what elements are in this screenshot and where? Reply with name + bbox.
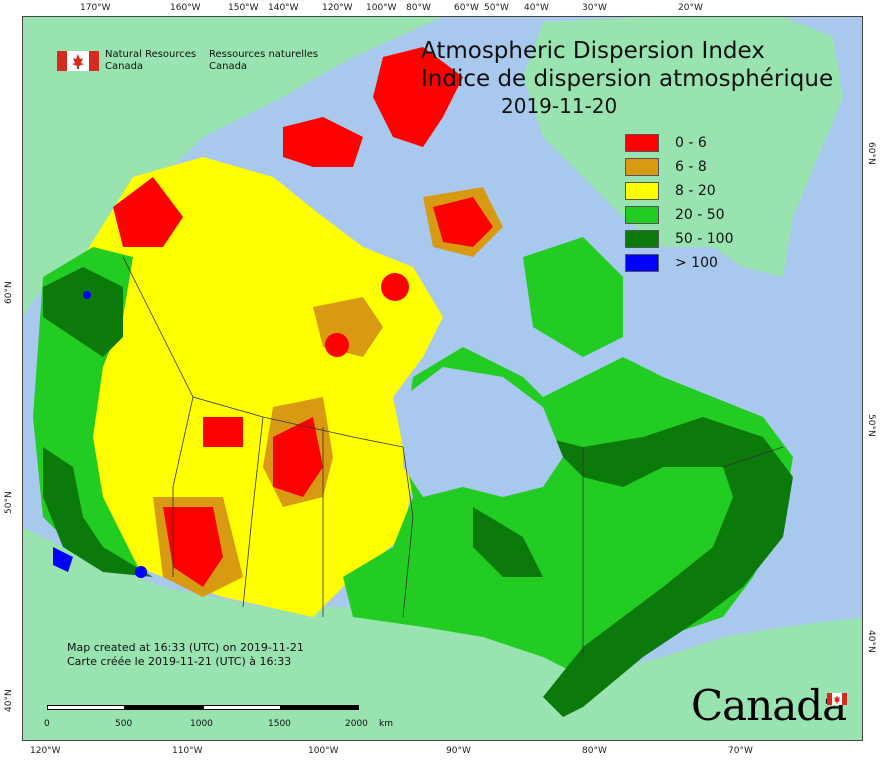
legend-item: 6 - 8 [625,158,765,178]
lon-bottom-120w: 120°W [30,746,61,756]
lon-top-50w: 50°W [484,3,509,13]
lat-left-50n: 50°N [4,491,14,514]
lon-bottom-100w: 100°W [308,746,339,756]
agency-fr-line2: Canada [209,61,248,72]
credits: Map created at 16:33 (UTC) on 2019-11-21… [67,641,304,669]
scale-tick-2000: 2000 [345,719,368,729]
canada-dkgreen-south [473,507,543,577]
legend-label: 0 - 6 [675,135,707,151]
scale-seg-3 [203,705,281,710]
red-yukon [113,177,183,247]
legend-swatch [625,230,659,248]
blue-spot-north [83,291,91,299]
agency-fr-line1: Ressources naturelles [209,49,319,60]
legend-item: 8 - 20 [625,182,765,202]
legend-label: 20 - 50 [675,207,725,223]
legend-label: 50 - 100 [675,231,734,247]
greenland [523,17,843,277]
blue-spot-south [135,566,147,578]
title-fr: Indice de dispersion atmosphérique [421,66,834,92]
scale-bar: 0 500 1000 1500 2000 km [44,705,393,731]
legend-swatch [625,158,659,176]
legend-swatch [625,254,659,272]
red-prairie [273,417,323,497]
blue-coast [53,547,73,572]
red-spot-hudson [381,273,409,301]
hudson-bay [403,367,563,497]
title-en: Atmospheric Dispersion Index [421,38,765,64]
agency-en-line2: Canada [105,61,144,72]
lon-top-40w: 40°W [524,3,549,13]
usa [23,527,862,740]
lat-right-60n: 60°N [866,142,876,165]
map-title: Atmospheric Dispersion Index Indice de d… [421,37,862,119]
lon-top-80w: 80°W [406,3,431,13]
red-ellesmere [373,47,463,147]
lon-bottom-80w: 80°W [582,746,607,756]
lat-left-60n: 60°N [4,281,14,304]
agency-name-en: Natural Resources Canada [105,49,196,73]
provincial-boundaries [122,256,784,657]
lat-right-40n: 40°N [866,630,876,653]
lon-top-120w: 120°W [322,3,353,13]
legend-label: 6 - 8 [675,159,707,175]
legend-item: 0 - 6 [625,134,765,154]
scale-tick-1500: 1500 [268,719,291,729]
red-baffin [433,197,493,247]
baffin-green [523,237,623,357]
agency-en-line1: Natural Resources [105,49,197,60]
credits-en: Map created at 16:33 (UTC) on 2019-11-21 [67,641,304,654]
scale-seg-1 [47,705,125,710]
lon-top-60w: 60°W [454,3,479,13]
lon-bottom-110w: 110°W [172,746,203,756]
lat-right-50n: 50°N [866,414,876,437]
map-canvas [23,17,862,740]
canada-flag-icon [57,51,99,71]
canada-dkgreen-east [543,417,793,717]
legend-label: > 100 [675,255,718,271]
lon-bottom-70w: 70°W [728,746,753,756]
canada-dkgreen-west [43,267,123,357]
agency-name-fr: Ressources naturelles Canada [209,49,318,73]
alaska [23,17,443,317]
lon-top-160w: 160°W [170,3,201,13]
scale-unit: km [379,719,393,729]
scale-seg-2 [125,705,203,710]
title-date: 2019-11-20 [501,94,618,118]
lon-bottom-90w: 90°W [446,746,471,756]
scale-seg-4 [281,705,359,710]
lon-top-170w: 170°W [80,3,111,13]
legend-item: 50 - 100 [625,230,765,250]
canada-dkgreen-coast [43,447,153,577]
scale-tick-0: 0 [44,719,50,729]
red-saskatchewan [203,417,243,447]
wordmark-flag-icon [827,693,847,705]
red-spot-central [325,333,349,357]
lon-top-30w: 30°W [582,3,607,13]
lon-top-100w: 100°W [366,3,397,13]
dispersion-map[interactable]: Natural Resources Canada Ressources natu… [22,16,863,741]
canada-wordmark: Canada [691,681,847,730]
scale-tick-500: 500 [115,719,133,729]
lon-top-150w: 150°W [228,3,259,13]
legend-swatch [625,206,659,224]
legend-label: 8 - 20 [675,183,716,199]
lon-top-20w: 20°W [678,3,703,13]
legend-item: 20 - 50 [625,206,765,226]
red-alberta [163,507,223,587]
legend-item: > 100 [625,254,765,274]
lon-top-140w: 140°W [268,3,299,13]
lat-left-40n: 40°N [4,689,14,712]
legend-swatch [625,134,659,152]
red-arctic-islands [283,117,363,167]
scale-tick-1000: 1000 [190,719,213,729]
legend-swatch [625,182,659,200]
credits-fr: Carte créée le 2019-11-21 (UTC) à 16:33 [67,655,292,668]
